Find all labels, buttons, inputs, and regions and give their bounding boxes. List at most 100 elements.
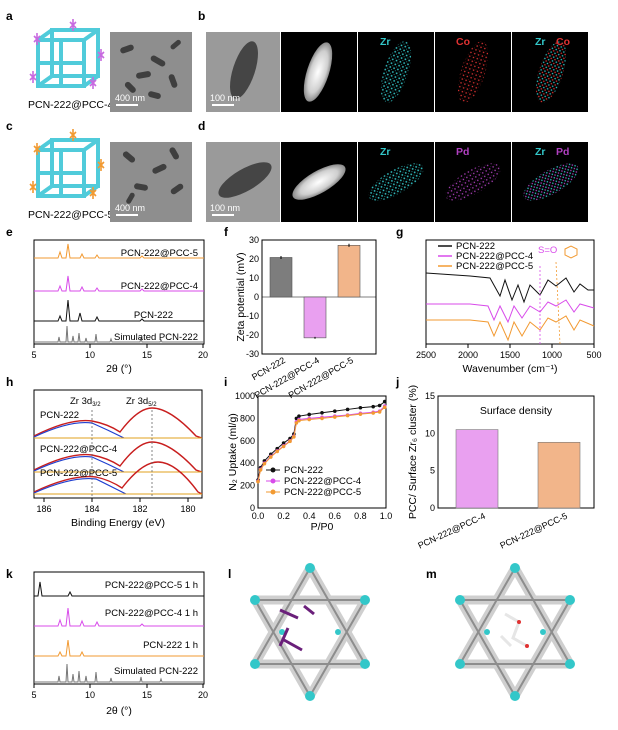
structure-model-m (455, 563, 575, 701)
pxrd-label-pcc4: PCN-222@PCC-4 (121, 281, 198, 292)
i-xlabel: P/P0 (311, 521, 334, 533)
g-legend-2: PCN-222@PCC-5 (456, 261, 533, 272)
f-ytick-0: 30 (249, 235, 259, 245)
zeta-bar-0 (269, 257, 293, 298)
isotherm-point (281, 444, 286, 449)
isotherm-point (333, 415, 337, 419)
scale-bar-c: 400 nm (115, 203, 145, 213)
eds-map-zr-b (358, 32, 434, 112)
panel-letter-c: c (6, 119, 13, 133)
g-xtick-1: 2000 (458, 350, 478, 360)
g-xtick-0: 2500 (416, 350, 436, 360)
panel-letter-a: a (6, 9, 13, 23)
eds-map-overlay-b (512, 32, 588, 112)
scale-bar-b: 100 nm (210, 93, 240, 103)
scale-bar-d: 100 nm (210, 203, 240, 213)
isotherm-point (345, 413, 350, 418)
isotherm-point (382, 405, 387, 410)
h-peak2-label: Zr 3d5/2 (126, 396, 157, 408)
isotherm-point (297, 418, 301, 423)
h-xtick-1: 184 (84, 504, 99, 514)
surface-density-bars (455, 429, 581, 509)
isotherm-point (371, 404, 376, 409)
isotherm-point (377, 403, 382, 408)
isotherm-point (320, 416, 324, 421)
panel-letter-h: h (6, 375, 13, 389)
i-legend-2: PCN-222@PCC-5 (284, 487, 361, 498)
i-xtick-3: 0.6 (329, 511, 342, 521)
map-label-overlay-zr: Zr (535, 36, 546, 48)
h-xtick-3: 180 (180, 504, 195, 514)
f-ytick-6: -30 (246, 349, 259, 359)
isotherm-point (377, 410, 382, 414)
f-ytick-5: -20 (246, 330, 259, 340)
g-xlabel: Wavenumber (cm⁻¹) (463, 363, 558, 375)
zeta-plot-f (261, 239, 377, 355)
scale-bar-a: 400 nm (115, 93, 145, 103)
eds-map-overlay-d (512, 142, 588, 222)
zeta-bar-2 (337, 245, 361, 298)
isotherm-point (262, 461, 267, 466)
isotherm-point (288, 439, 292, 444)
zeta-bars (262, 243, 376, 339)
f-ylabel: Zeta potential (mV) (235, 252, 247, 341)
caption-c: PCN-222@PCC-5 (28, 209, 114, 221)
panel-letter-b: b (198, 9, 205, 23)
e-xtick-3: 20 (198, 350, 208, 360)
j-ytick-0: 0 (430, 503, 435, 513)
map-label-zr: Zr (380, 36, 391, 48)
f-category-2: PCN-222@PCC-5 (287, 355, 355, 400)
caption-a: PCN-222@PCC-4 (28, 99, 114, 111)
k-xlabel: 2θ (°) (106, 705, 132, 717)
map-label-co: Co (456, 36, 470, 48)
isotherm-point (281, 441, 286, 445)
h-trace-label-2: PCN-222@PCC-5 (40, 468, 117, 479)
tem-image-b (206, 32, 280, 112)
h-trace-label-1: PCN-222@PCC-4 (40, 444, 117, 455)
i-ytick-0: 0 (250, 503, 255, 513)
eds-map-zr-d (358, 142, 434, 222)
i-legend-1: PCN-222@PCC-4 (284, 476, 361, 487)
k-label-1: PCN-222@PCC-4 1 h (105, 608, 198, 619)
h-xlabel: Binding Energy (eV) (71, 517, 165, 529)
isotherm-point (333, 409, 337, 413)
i-xtick-4: 0.8 (354, 511, 367, 521)
isotherm-point (292, 435, 296, 439)
i-ytick-1: 200 (240, 481, 255, 491)
k-xtick-1: 10 (85, 690, 95, 700)
isotherm-point (307, 417, 312, 422)
panel-letter-g: g (396, 225, 403, 239)
tem-image-d (206, 142, 280, 222)
e-xtick-2: 15 (142, 350, 152, 360)
isotherm-point (358, 412, 363, 416)
surface-density-bar-0 (455, 429, 499, 509)
i-ytick-2: 400 (240, 458, 255, 468)
g-annotation-so: S=O (538, 245, 557, 256)
panel-letter-m: m (426, 567, 437, 581)
i-xtick-5: 1.0 (380, 511, 393, 521)
i-xtick-2: 0.4 (303, 511, 316, 521)
isotherm-point (256, 479, 260, 484)
g-xtick-4: 500 (586, 350, 601, 360)
panel-letter-f: f (224, 225, 229, 239)
e-xtick-1: 10 (85, 350, 95, 360)
g-legend-0: PCN-222 (456, 241, 495, 252)
k-xtick-3: 20 (198, 690, 208, 700)
isotherm-point (275, 449, 280, 454)
isotherm-point (371, 411, 376, 415)
j-ytick-1: 5 (430, 466, 435, 476)
j-ylabel: PCC/ Surface Zr₆ cluster (%) (407, 385, 419, 519)
k-xtick-2: 15 (142, 690, 152, 700)
i-xtick-0: 0.0 (252, 511, 265, 521)
i-ytick-4: 800 (240, 413, 255, 423)
mof-cage-illustration-a (29, 19, 105, 89)
e-xlabel: 2θ (°) (106, 363, 132, 375)
isotherm-point (269, 455, 273, 459)
pxrd-label-pcc5: PCN-222@PCC-5 (121, 248, 198, 259)
surface-density-plot-j (437, 395, 595, 509)
isotherm-point (307, 412, 312, 417)
pxrd-plot-e (33, 239, 205, 348)
eds-map-pd-d (435, 142, 511, 222)
map-label-overlay-pd: Pd (556, 146, 569, 158)
